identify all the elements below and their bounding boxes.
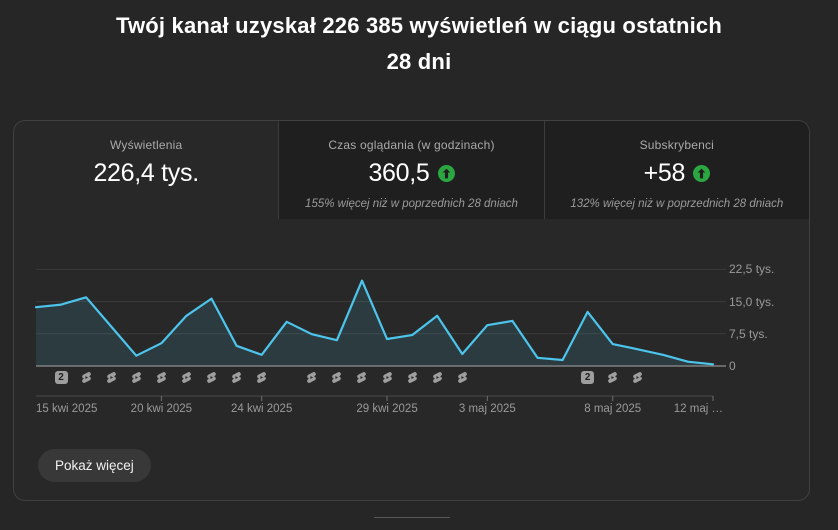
page-title-line2: 28 dni [386, 49, 452, 74]
shorts-icon[interactable] [130, 371, 143, 384]
shorts-icon[interactable] [456, 371, 469, 384]
tab-views-label: Wyświetlenia [110, 138, 183, 152]
tab-subscribers-label: Subskrybenci [639, 138, 715, 152]
tab-subscribers-value: +58 [643, 159, 686, 187]
page-title-line1: Twój kanał uzyskał 226 385 wyświetleń w … [115, 13, 723, 38]
shorts-icon[interactable] [255, 371, 268, 384]
metric-tabs: Wyświetlenia 226,4 tys. Czas oglądania (… [14, 121, 809, 219]
x-axis-label: 24 kwi 2025 [230, 403, 293, 415]
shorts-icon[interactable] [631, 371, 644, 384]
tab-views[interactable]: Wyświetlenia 226,4 tys. [14, 121, 278, 219]
video-count-badge[interactable]: 2 [54, 371, 68, 384]
shorts-icon[interactable] [406, 371, 419, 384]
shorts-icon[interactable] [80, 371, 93, 384]
shorts-icon[interactable] [230, 371, 243, 384]
x-axis-label: 15 kwi 2025 [36, 403, 98, 415]
tab-watch-time-value: 360,5 [368, 159, 430, 187]
shorts-icon[interactable] [105, 371, 118, 384]
shorts-icon[interactable] [381, 371, 394, 384]
x-axis-label: 20 kwi 2025 [130, 403, 193, 415]
tab-watch-time-label: Czas oglądania (w godzinach) [328, 138, 495, 152]
trend-up-icon [693, 165, 711, 182]
shorts-icon[interactable] [305, 371, 318, 384]
y-axis-label: 15,0 tys. [729, 294, 775, 309]
video-count-badge[interactable]: 2 [581, 371, 595, 384]
tab-watch-time-note: 155% więcej niż w poprzednich 28 dniach [305, 198, 518, 210]
page-title: Twój kanał uzyskał 226 385 wyświetleń w … [0, 8, 838, 80]
shorts-icon[interactable] [330, 371, 343, 384]
analytics-overview-card: Wyświetlenia 226,4 tys. Czas oglądania (… [13, 120, 810, 501]
shorts-icon[interactable] [205, 371, 218, 384]
shorts-icon[interactable] [431, 371, 444, 384]
tab-subscribers[interactable]: Subskrybenci +58 132% więcej niż w poprz… [543, 121, 809, 219]
shorts-icon[interactable] [155, 371, 168, 384]
y-axis-label: 0 [729, 359, 736, 373]
tab-views-value: 226,4 tys. [93, 159, 199, 187]
y-axis-label: 7,5 tys. [729, 326, 768, 341]
trend-up-icon [437, 165, 455, 182]
x-axis-label: 29 kwi 2025 [356, 403, 418, 415]
tab-subscribers-note: 132% więcej niż w poprzednich 28 dniach [570, 198, 784, 210]
x-axis-label: 8 maj 2025 [584, 403, 642, 415]
x-axis-label: 3 maj 2025 [458, 403, 516, 415]
tab-watch-time[interactable]: Czas oglądania (w godzinach) 360,5 155% … [278, 121, 544, 219]
shorts-icon[interactable] [180, 371, 193, 384]
x-axis-label: 12 maj … [673, 403, 723, 415]
shorts-icon[interactable] [355, 371, 368, 384]
show-more-button[interactable]: Pokaż więcej [38, 449, 151, 482]
y-axis-label: 22,5 tys. [729, 262, 775, 277]
section-divider [374, 517, 450, 518]
shorts-icon[interactable] [606, 371, 619, 384]
views-series-line [34, 279, 715, 366]
